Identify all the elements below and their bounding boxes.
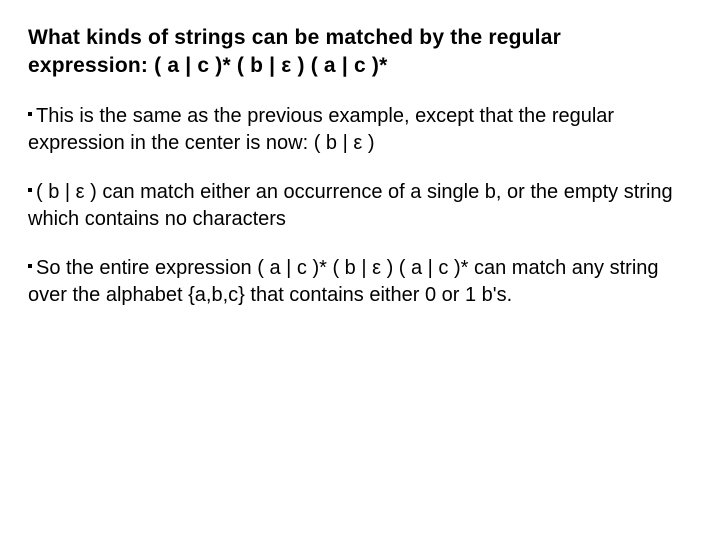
bullet-icon [28,112,32,116]
slide-heading: What kinds of strings can be matched by … [28,24,692,81]
bullet-icon [28,264,32,268]
paragraph-3-text: So the entire expression ( a | c )* ( b … [28,257,659,306]
paragraph-2: ( b | ε ) can match either an occurrence… [28,179,692,233]
bullet-icon [28,188,32,192]
slide-container: What kinds of strings can be matched by … [0,0,720,540]
heading-line-2: expression: ( a | c )* ( b | ε ) ( a | c… [28,54,387,77]
paragraph-1: This is the same as the previous example… [28,103,692,157]
heading-line-1: What kinds of strings can be matched by … [28,26,561,49]
paragraph-3: So the entire expression ( a | c )* ( b … [28,255,692,309]
paragraph-2-text: ( b | ε ) can match either an occurrence… [28,181,673,230]
paragraph-1-text: This is the same as the previous example… [28,105,614,154]
